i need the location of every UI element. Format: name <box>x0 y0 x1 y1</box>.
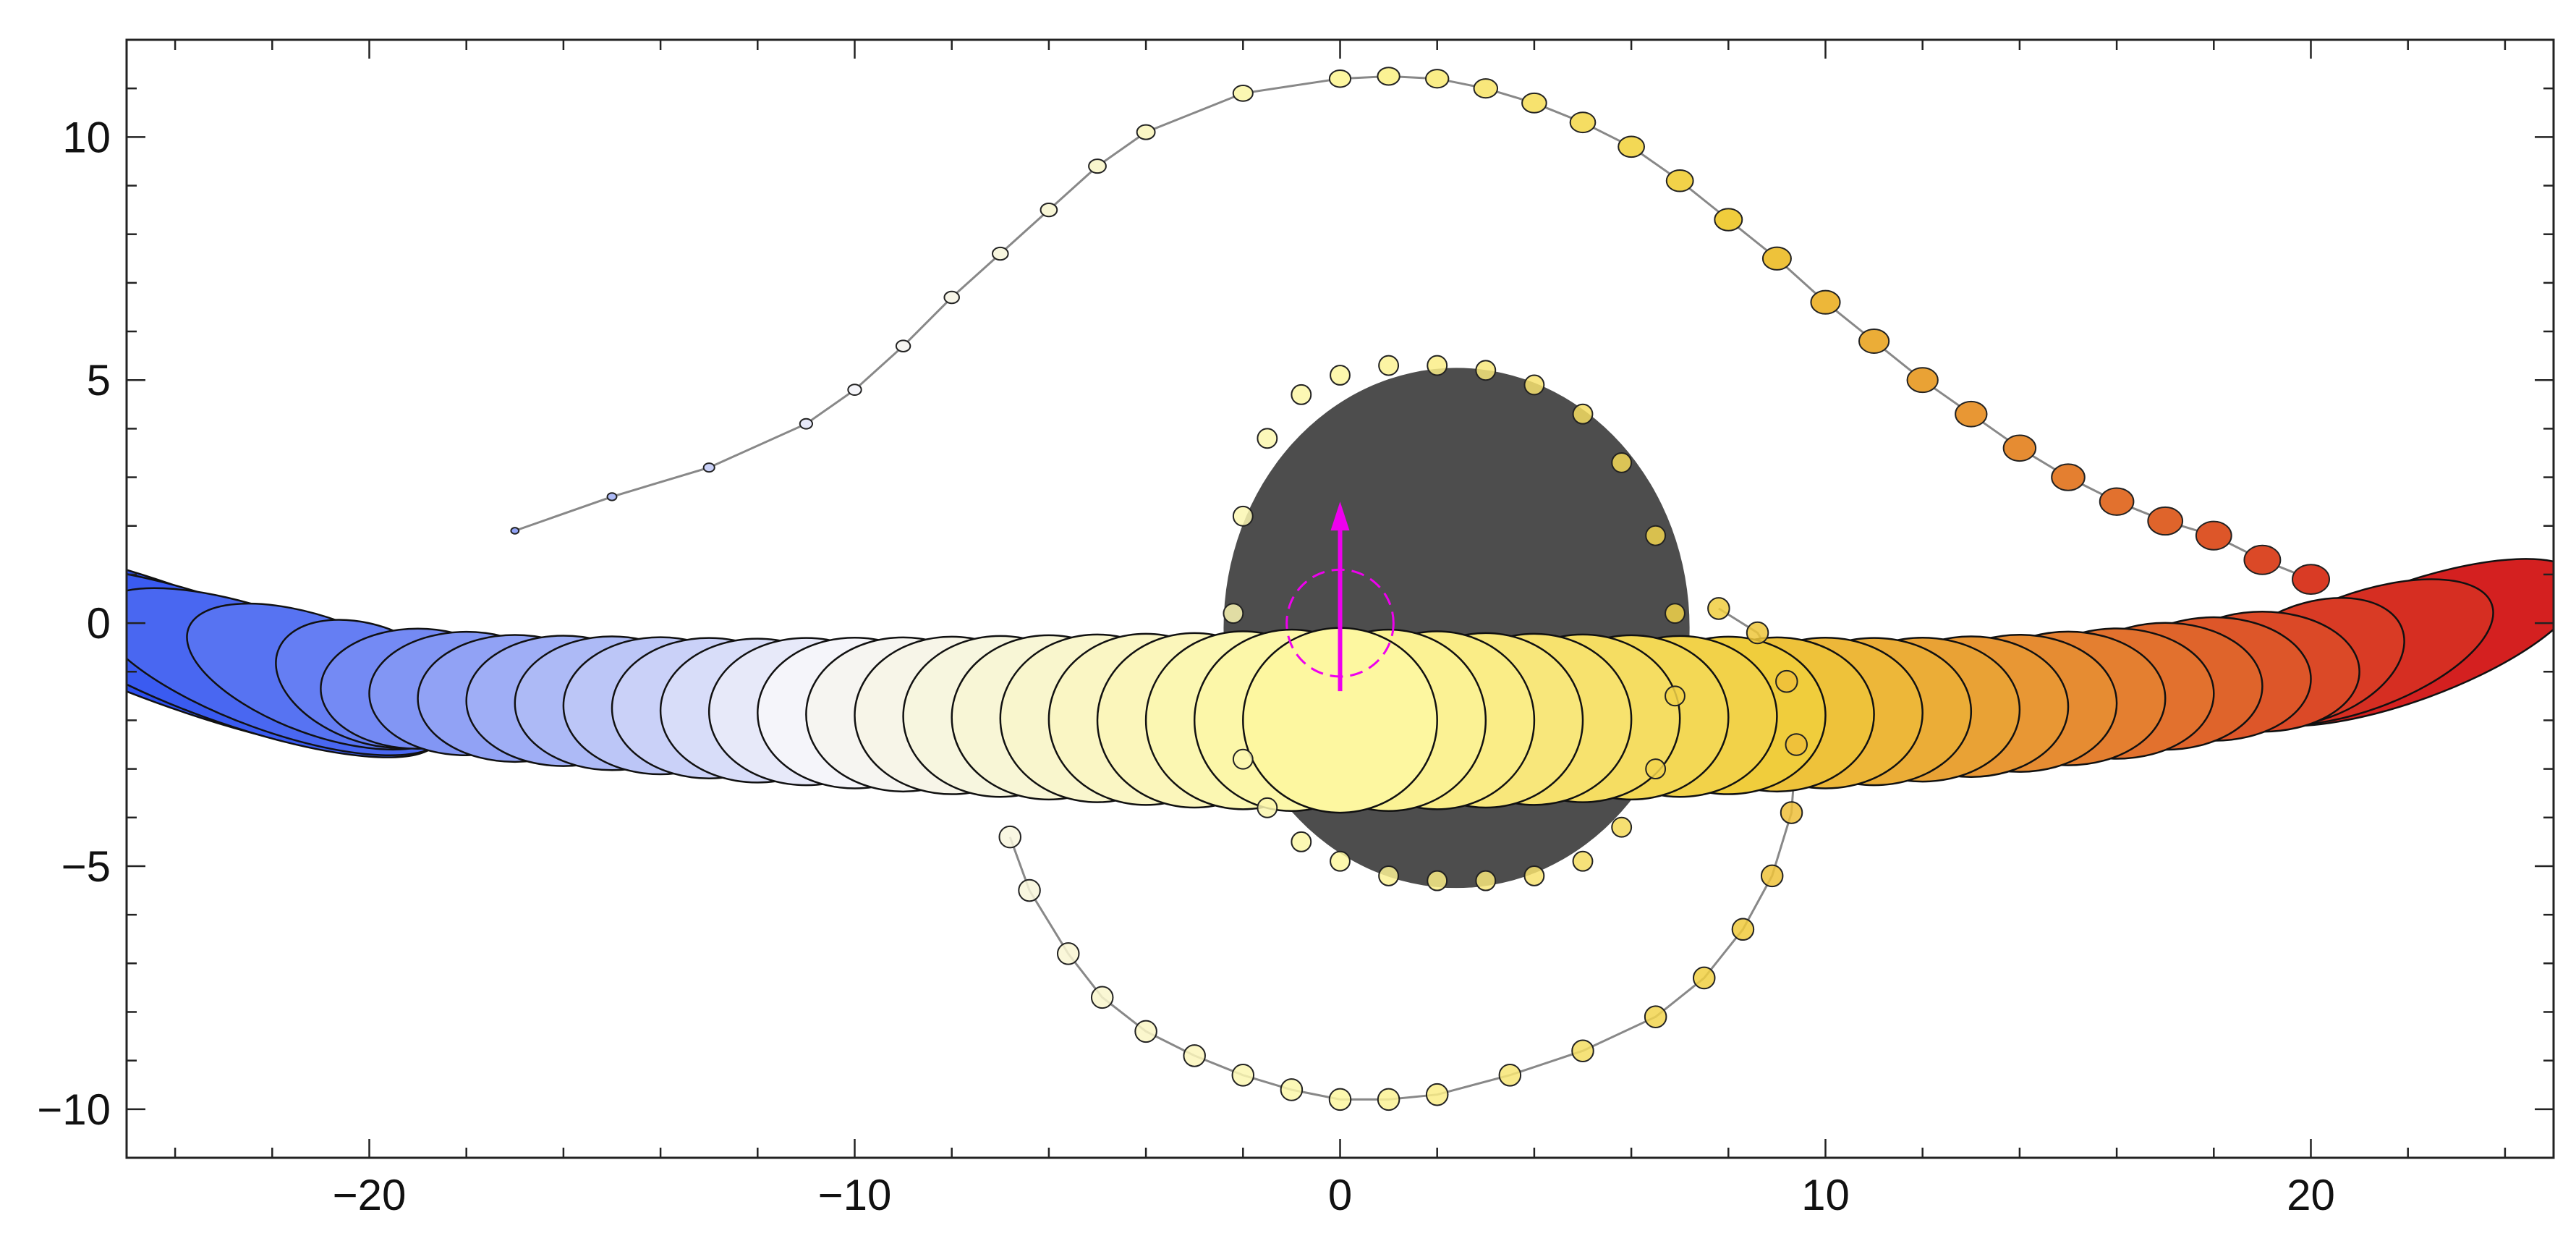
upper-track-marker <box>1569 111 1597 134</box>
lower-loop-marker <box>1692 966 1716 990</box>
shadow-ring-marker <box>1257 428 1278 449</box>
upper-track-marker <box>2099 487 2135 516</box>
shadow-ring-marker <box>1572 403 1594 425</box>
upper-track-marker <box>799 418 814 430</box>
shadow-ring-marker <box>1572 850 1594 872</box>
shadow-ring-marker <box>1378 355 1400 376</box>
upper-track-marker <box>991 246 1009 261</box>
arrow-head <box>1330 501 1350 531</box>
lower-loop-marker <box>1425 1083 1449 1106</box>
shadow-ring-marker <box>1291 831 1312 852</box>
upper-track-marker <box>1136 124 1156 140</box>
lower-loop-marker <box>1780 801 1803 824</box>
lower-loop-marker <box>1183 1044 1206 1067</box>
upper-track-marker <box>2051 463 2086 491</box>
lower-loop-marker <box>1134 1020 1157 1043</box>
upper-track-marker <box>1810 289 1841 315</box>
lower-loop-marker <box>998 825 1021 849</box>
y-tick-label: 10 <box>62 113 111 161</box>
shadow-ring-marker <box>1645 758 1667 780</box>
shadow-ring-marker <box>1665 685 1686 707</box>
upper-track-marker <box>2147 506 2184 536</box>
lower-loop-marker <box>1498 1064 1522 1087</box>
shadow-ring-marker <box>1232 505 1254 527</box>
lower-loop-marker <box>1018 878 1041 902</box>
shadow-ring-marker <box>1523 865 1545 886</box>
lower-loop-marker <box>1760 864 1784 888</box>
shadow-ring-marker <box>1257 797 1278 818</box>
lower-loop-marker <box>1785 733 1808 756</box>
upper-track-marker <box>2002 434 2037 462</box>
lower-loop-marker <box>1377 1088 1400 1111</box>
shadow-ring-marker <box>1232 748 1254 770</box>
lower-loop-marker <box>1090 986 1114 1009</box>
lower-loop-marker <box>1644 1005 1667 1028</box>
y-tick-label: 0 <box>87 599 111 648</box>
x-tick-label: −20 <box>333 1171 407 1219</box>
upper-track-marker <box>1328 69 1352 88</box>
lower-loop-marker <box>1731 918 1755 941</box>
lower-loop-marker <box>1056 942 1080 965</box>
upper-track-marker <box>1714 208 1743 232</box>
y-tick-label: −10 <box>37 1085 111 1134</box>
shadow-ring-marker <box>1223 603 1244 624</box>
shadow-ring-marker <box>1611 452 1633 473</box>
x-tick-label: 0 <box>1328 1171 1352 1219</box>
upper-track-marker <box>1906 367 1939 394</box>
upper-track-marker <box>2243 544 2282 575</box>
shadow-ring-marker <box>1523 374 1545 396</box>
upper-track-marker <box>1088 158 1107 174</box>
shadow-ring-marker <box>1291 384 1312 405</box>
upper-track-marker <box>2195 520 2232 551</box>
upper-track-marker <box>510 527 520 535</box>
shadow-ring-marker <box>1378 865 1400 886</box>
y-tick-label: −5 <box>61 842 111 891</box>
upper-track-marker <box>2292 564 2330 596</box>
upper-track-marker <box>1955 400 1988 428</box>
upper-track-marker <box>1377 67 1400 86</box>
upper-track-marker <box>1665 169 1694 192</box>
upper-track-marker <box>1618 135 1645 158</box>
shadow-ring-marker <box>1427 870 1448 891</box>
upper-track-marker <box>847 384 862 397</box>
tick-labels: −20 −10 0 10 20 −10 −5 0 5 10 <box>37 113 2335 1219</box>
x-tick-label: 10 <box>1801 1171 1850 1219</box>
x-tick-label: 20 <box>2287 1171 2335 1219</box>
upper-track-marker <box>943 290 960 305</box>
lower-loop-marker <box>1231 1064 1255 1087</box>
upper-track-marker <box>1232 85 1254 102</box>
upper-track-marker <box>895 339 911 352</box>
upper-track-marker <box>1040 203 1058 218</box>
x-tick-label: −10 <box>818 1171 892 1219</box>
lower-loop-marker <box>1707 597 1730 620</box>
shadow-ring-marker <box>1330 365 1351 386</box>
lower-loop-marker <box>1746 621 1769 645</box>
upper-track-marker <box>1424 69 1450 89</box>
upper-track-marker <box>1858 328 1890 354</box>
shadow-ring-marker <box>1427 355 1448 376</box>
upper-track-marker <box>606 492 618 501</box>
upper-track-marker <box>1521 92 1547 114</box>
upper-track-marker <box>1761 246 1792 271</box>
axis-ticks <box>127 40 2554 1158</box>
shadow-ring-marker <box>1330 850 1351 872</box>
shadow-ring-marker <box>1475 870 1497 891</box>
lower-loop-marker <box>1571 1039 1594 1062</box>
lower-loop-marker <box>1328 1088 1352 1111</box>
upper-track-marker <box>702 462 715 473</box>
shadow-ring-marker <box>1665 603 1686 624</box>
shadow-ring-marker <box>1645 525 1667 546</box>
shadow-ring-marker <box>1475 360 1497 381</box>
shadow-ring-marker <box>1611 816 1633 838</box>
lower-loop-marker <box>1280 1078 1304 1101</box>
lower-loop-marker <box>1775 669 1798 693</box>
y-tick-label: 5 <box>87 356 111 405</box>
upper-track-marker <box>1473 78 1499 99</box>
